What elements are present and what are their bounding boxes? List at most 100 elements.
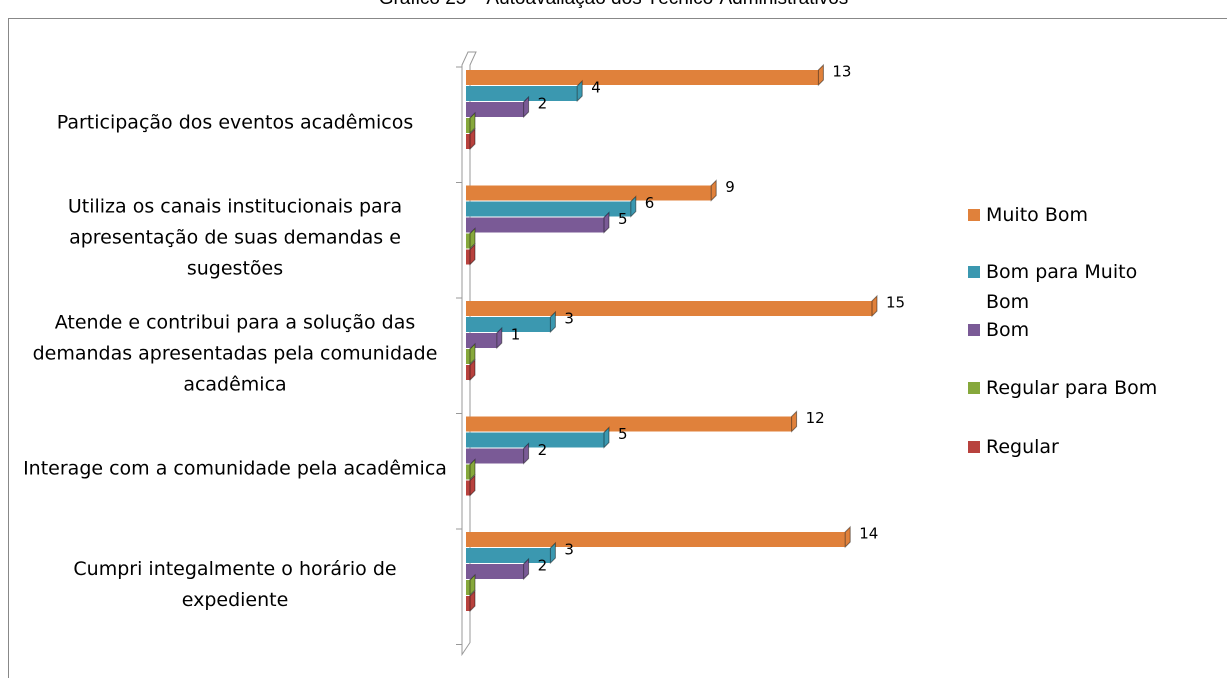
bar-end xyxy=(791,410,798,433)
bar xyxy=(466,79,583,103)
data-label: 1 xyxy=(511,326,521,344)
bar-end xyxy=(496,326,503,350)
bar-end xyxy=(603,426,610,449)
data-label: 2 xyxy=(538,441,548,459)
data-label: 12 xyxy=(806,409,825,427)
legend-item: Bom para Muito Bom xyxy=(968,257,1186,317)
bar xyxy=(466,557,530,581)
bar-face xyxy=(466,201,631,217)
data-label: 14 xyxy=(859,525,878,543)
data-label: 2 xyxy=(538,557,548,575)
bar-face xyxy=(466,580,470,595)
bar-end xyxy=(523,442,530,465)
bar xyxy=(466,179,717,202)
bar-end xyxy=(469,589,476,613)
bar-end xyxy=(469,573,476,597)
bar-end xyxy=(576,79,583,103)
bar-face xyxy=(466,416,792,432)
bar-face xyxy=(466,301,872,316)
bar-end xyxy=(817,63,824,87)
bar-end xyxy=(469,227,476,250)
bar-end xyxy=(469,127,476,151)
data-label: 3 xyxy=(564,541,574,559)
bar xyxy=(466,195,637,218)
legend-item: Regular para Bom xyxy=(968,373,1186,403)
bar-face xyxy=(466,70,819,85)
bar-end xyxy=(549,541,556,565)
bar-face xyxy=(466,118,470,133)
data-label: 6 xyxy=(645,194,655,212)
legend-swatch xyxy=(968,266,980,278)
bar-face xyxy=(466,448,524,464)
data-label: 4 xyxy=(591,79,601,97)
bar xyxy=(466,310,556,334)
bar-face xyxy=(466,333,497,348)
bar-end xyxy=(710,179,717,202)
legend-item: Bom xyxy=(968,315,1186,345)
bar xyxy=(466,458,476,481)
bar xyxy=(466,243,476,266)
bar-face xyxy=(466,432,604,448)
bar xyxy=(466,426,610,449)
bar xyxy=(466,294,878,318)
bar xyxy=(466,342,476,366)
bar xyxy=(466,358,476,382)
category-label: Atende e contribui para a solução das de… xyxy=(32,311,438,396)
bar-end xyxy=(630,195,637,218)
bar-end xyxy=(469,458,476,481)
bar-end xyxy=(469,342,476,366)
bar xyxy=(466,227,476,250)
bar-face xyxy=(466,249,470,265)
bar xyxy=(466,95,530,119)
bar-face xyxy=(466,596,470,611)
data-label: 2 xyxy=(538,95,548,113)
bar-end xyxy=(469,111,476,135)
legend-swatch xyxy=(968,209,980,221)
legend-swatch xyxy=(968,441,980,453)
bar-face xyxy=(466,365,470,380)
bar-face xyxy=(466,86,578,101)
bar-end xyxy=(469,243,476,266)
category-label: Interage com a comunidade pela acadêmica xyxy=(23,457,447,480)
bar xyxy=(466,474,476,497)
bar xyxy=(466,211,610,234)
bar-end xyxy=(549,310,556,334)
data-label: 5 xyxy=(618,210,628,228)
bar-face xyxy=(466,102,524,117)
bar xyxy=(466,326,503,350)
bar-face xyxy=(466,548,551,563)
bar xyxy=(466,63,824,87)
data-label: 5 xyxy=(618,425,628,443)
legend-swatch xyxy=(968,382,980,394)
bar xyxy=(466,525,851,549)
legend-item: Regular xyxy=(968,432,1186,462)
category-label: Cumpri integalmente o horário de expedie… xyxy=(73,557,397,611)
bar-face xyxy=(466,217,604,233)
category-label: Utiliza os canais institucionais para ap… xyxy=(67,195,403,280)
legend-item: Muito Bom xyxy=(968,200,1186,230)
bar-face xyxy=(466,317,551,332)
legend-swatch xyxy=(968,324,980,336)
chart-border xyxy=(8,18,1227,678)
bar-face xyxy=(466,564,524,579)
bar xyxy=(466,127,476,151)
bar-face xyxy=(466,134,470,149)
bar xyxy=(466,573,476,597)
bar-end xyxy=(469,474,476,497)
chart-title: Gráfico 25 – Autoavaliação dos Técnico-A… xyxy=(0,0,1227,10)
data-label: 15 xyxy=(886,294,905,312)
bar xyxy=(466,111,476,135)
bar-face xyxy=(466,464,470,480)
bar-end xyxy=(603,211,610,234)
data-label: 13 xyxy=(832,63,851,81)
bar xyxy=(466,442,530,465)
bar-end xyxy=(844,525,851,549)
bar-end xyxy=(871,294,878,318)
bar-face xyxy=(466,349,470,364)
bar-end xyxy=(523,557,530,581)
data-label: 3 xyxy=(564,310,574,328)
bar-end xyxy=(523,95,530,119)
bar xyxy=(466,410,798,433)
